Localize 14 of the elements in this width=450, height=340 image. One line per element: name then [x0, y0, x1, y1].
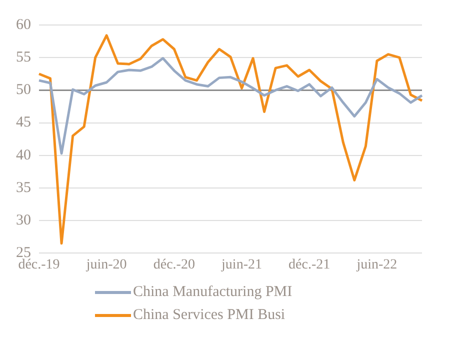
x-tick-label: déc.-20: [153, 257, 195, 272]
y-tick-label: 60: [16, 16, 31, 33]
y-tick-label: 40: [16, 147, 31, 164]
legend-label: China Services PMI Busi: [133, 307, 286, 324]
x-tick-label: juin-21: [220, 257, 262, 272]
x-tick-label: juin-20: [85, 257, 127, 272]
y-tick-label: 35: [16, 180, 31, 196]
legend-label: China Manufacturing PMI: [133, 284, 292, 301]
y-tick-label: 50: [16, 82, 31, 98]
y-tick-label: 45: [16, 114, 31, 131]
x-tick-label: juin-22: [356, 257, 398, 272]
y-tick-label: 30: [16, 212, 31, 229]
y-tick-label: 55: [16, 50, 31, 66]
x-tick-label: déc.-21: [288, 257, 330, 272]
